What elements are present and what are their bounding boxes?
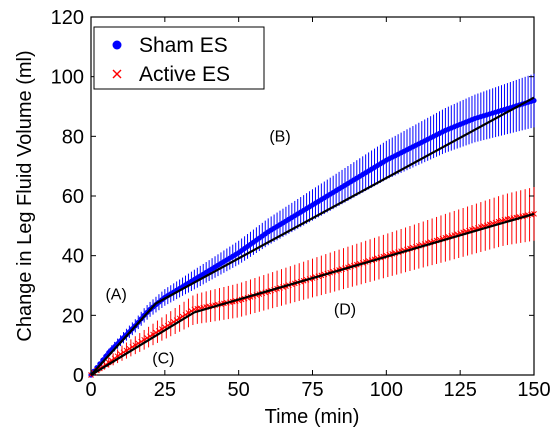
- x-tick-label: 0: [85, 379, 96, 401]
- y-tick-label: 80: [62, 126, 84, 148]
- legend: Sham ES Active ES: [93, 26, 265, 90]
- legend-box: [93, 26, 265, 90]
- x-tick-label: 75: [301, 379, 323, 401]
- annotation-label: (B): [269, 128, 290, 145]
- y-tick-label: 120: [51, 7, 84, 29]
- legend-label-active: Active ES: [139, 63, 230, 86]
- x-axis-label: Time (min): [265, 406, 360, 428]
- fit-lines: [90, 96, 535, 376]
- y-tick-label: 40: [62, 246, 84, 268]
- ticks: 0 25 50 75 100 125 150 0 20 40 60 80 100 120: [51, 7, 551, 401]
- x-tick-label: 25: [154, 379, 176, 401]
- x-tick-label: 125: [443, 379, 476, 401]
- y-tick-label: 100: [51, 67, 84, 89]
- legend-label-sham: Sham ES: [139, 34, 228, 57]
- fit-line-2: [90, 212, 535, 376]
- y-tick-label: 0: [73, 365, 84, 387]
- x-tick-label: 50: [228, 379, 250, 401]
- annotation-label: (D): [334, 301, 356, 318]
- y-tick-label: 20: [62, 305, 84, 327]
- annotation-label: (A): [105, 286, 126, 303]
- annotations: (A) (B) (C) (D): [105, 128, 356, 367]
- legend-marker-sham: [112, 40, 122, 50]
- y-tick-label: 60: [62, 186, 84, 208]
- legend-marker-active: [112, 69, 122, 79]
- fit-line-1: [90, 96, 535, 376]
- annotation-label: (C): [152, 351, 174, 368]
- x-tick-label: 150: [517, 379, 550, 401]
- x-tick-label: 100: [370, 379, 403, 401]
- y-axis-label: Change in Leg Fluid Volume (ml): [14, 50, 36, 341]
